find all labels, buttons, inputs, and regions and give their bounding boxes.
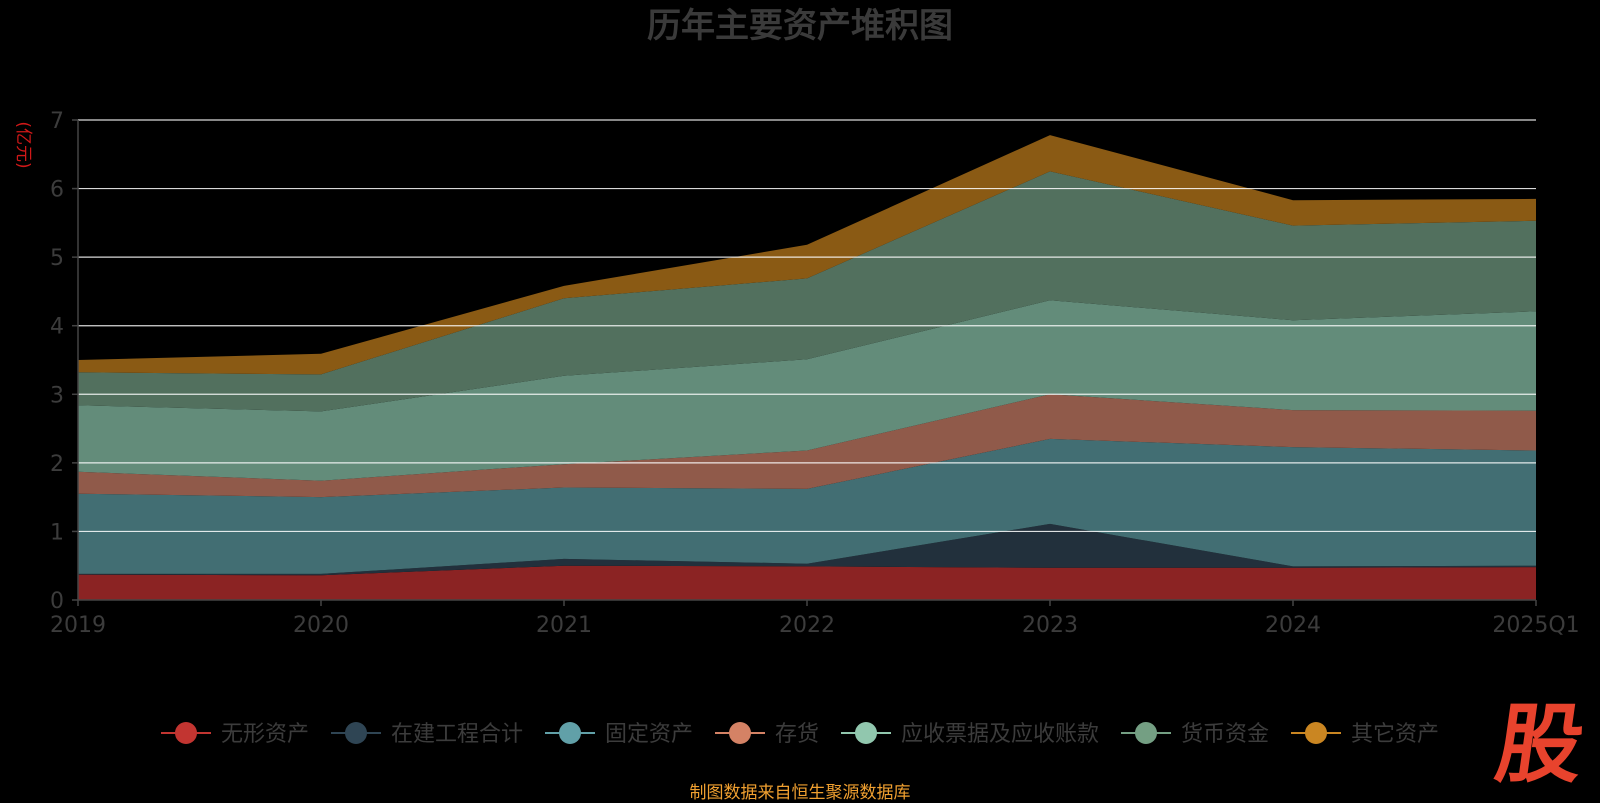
legend-item-4[interactable]: 应收票据及应收账款 (841, 722, 1099, 747)
area-series-4 (78, 300, 1536, 481)
legend-marker (1305, 722, 1327, 744)
legend-marker (855, 722, 877, 744)
x-tick-label: 2022 (779, 613, 835, 638)
legend-label: 固定资产 (605, 722, 693, 747)
legend-label: 货币资金 (1181, 722, 1269, 747)
legend-label: 存货 (775, 722, 819, 747)
legend-label: 其它资产 (1351, 722, 1439, 747)
area-series-0 (78, 565, 1536, 600)
legend-label: 应收票据及应收账款 (901, 722, 1099, 747)
legend-item-5[interactable]: 货币资金 (1121, 722, 1269, 747)
data-source-footer: 制图数据来自恒生聚源数据库 (689, 783, 911, 803)
x-tick-label: 2020 (293, 613, 349, 638)
legend-marker (175, 722, 197, 744)
area-series-3 (78, 394, 1536, 498)
x-tick-label: 2025Q1 (1492, 613, 1579, 638)
area-series-6 (78, 135, 1536, 375)
y-tick-label: 5 (50, 246, 64, 271)
legend-marker (729, 722, 751, 744)
legend-marker (1135, 722, 1157, 744)
area-series-1 (78, 523, 1536, 576)
legend-item-0[interactable]: 无形资产 (161, 722, 309, 747)
x-tick-label: 2021 (536, 613, 592, 638)
legend-item-3[interactable]: 存货 (715, 722, 819, 747)
chart-title: 历年主要资产堆积图 (647, 6, 953, 46)
y-tick-label: 7 (50, 109, 64, 134)
x-tick-label: 2019 (50, 613, 106, 638)
y-tick-label: 6 (50, 178, 64, 203)
x-tick-label: 2024 (1265, 613, 1321, 638)
logo: 股 (1489, 694, 1591, 795)
y-tick-label: 1 (50, 520, 64, 545)
y-axis-unit: (亿元) (13, 121, 33, 168)
legend-marker (345, 722, 367, 744)
legend-label: 在建工程合计 (391, 722, 523, 747)
y-tick-label: 4 (50, 315, 64, 340)
legend-item-2[interactable]: 固定资产 (545, 722, 693, 747)
y-tick-label: 3 (50, 383, 64, 408)
legend-label: 无形资产 (221, 722, 309, 747)
legend-item-1[interactable]: 在建工程合计 (331, 722, 523, 747)
legend-marker (559, 722, 581, 744)
y-tick-label: 0 (50, 589, 64, 614)
legend-item-6[interactable]: 其它资产 (1291, 722, 1439, 747)
y-tick-label: 2 (50, 452, 64, 477)
x-tick-label: 2023 (1022, 613, 1078, 638)
area-series-5 (78, 171, 1536, 412)
area-series-2 (78, 438, 1536, 574)
